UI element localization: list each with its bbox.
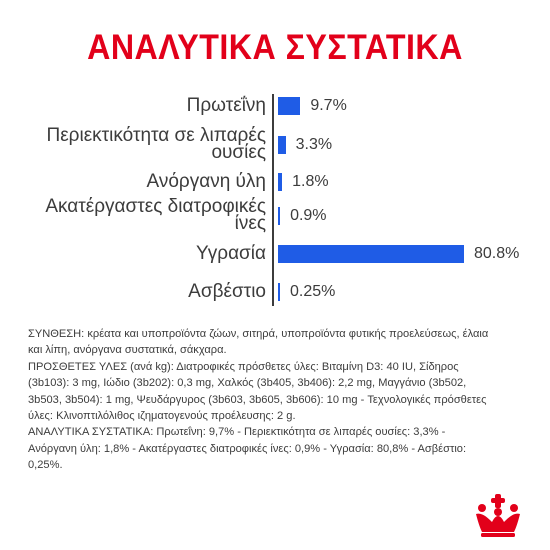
category-label: Ανόργανη ύλη [146,170,267,192]
category-label-line: Ασβέστιο [188,280,266,302]
category-label: Περιεκτικότητα σε λιπαρές ουσίες [46,125,266,163]
category-label: Ασβέστιο [188,280,266,302]
nutrient-bar-chart: Πρωτεΐνη 9.7% Περιεκτικότητα σε λιπαρές ουσ… [45,94,520,306]
data-bar [278,245,464,263]
category-label-line: Υγρασία [196,242,266,264]
data-bar [278,207,281,225]
data-bar [278,173,283,191]
composition-line: Ανόργανη ύλη: 1,8% - Ακατέργαστες διατρο… [28,442,467,455]
value-label: 0.9% [290,207,327,224]
value-label: 9.7% [310,97,347,114]
category-label-line: Περιεκτικότητα σε λιπαρές [46,125,266,146]
page-title: ΑΝΑΛΥΤΙΚΑ ΣΥΣΤΑΤΙΚΑ [87,28,463,67]
composition-line: ΣΥΝΘΕΣΗ: κρέατα και υποπροϊόντα ζώων, σι… [28,328,489,340]
category-label-line: Πρωτεΐνη [186,94,266,116]
category-label: Ακατέργαστες διατροφικές ίνες [45,196,266,234]
value-label: 1.8% [292,173,329,190]
value-label: 80.8% [474,245,520,262]
data-bar [278,283,280,301]
value-label: 0.25% [290,283,336,300]
composition-line: (3b103): 3 mg, Ιώδιο (3b202): 0,3 mg, Χα… [28,377,467,390]
composition-line: ΠΡΟΣΘΕΤΕΣ ΥΛΕΣ (ανά kg): Διατροφικές πρό… [28,360,459,373]
composition-text: ΣΥΝΘΕΣΗ: κρέατα και υποπροϊόντα ζώων, σι… [28,326,528,474]
composition-line: 3b503, 3b504): 1 mg, Ψευδάργυρος (3b603,… [28,393,487,406]
composition-line: και λίπη, ανόργανα συστατικά, σάκχαρα. [28,344,227,357]
category-label: Υγρασία [196,242,266,264]
data-bar [278,97,301,115]
category-label-line: Ακατέργαστες διατροφικές [45,196,266,217]
category-label-line: ίνες [234,213,266,234]
composition-line: 0,25%. [28,459,63,472]
data-bar [278,136,286,154]
chart-axis-line [272,94,274,306]
category-label-line: Ανόργανη ύλη [146,170,267,192]
royal-canin-crown-icon [476,494,520,537]
category-label-line: ουσίες [211,142,266,163]
category-label: Πρωτεΐνη [186,94,266,116]
value-label: 3.3% [295,136,333,153]
composition-line: ΑΝΑΛΥΤΙΚΑ ΣΥΣΤΑΤΙΚΑ: Πρωτεΐνη: 9,7% - Πε… [28,426,446,439]
composition-line: ύλες: Κλινοπτιλόλιθος ιζηματογενούς προέ… [28,410,296,423]
